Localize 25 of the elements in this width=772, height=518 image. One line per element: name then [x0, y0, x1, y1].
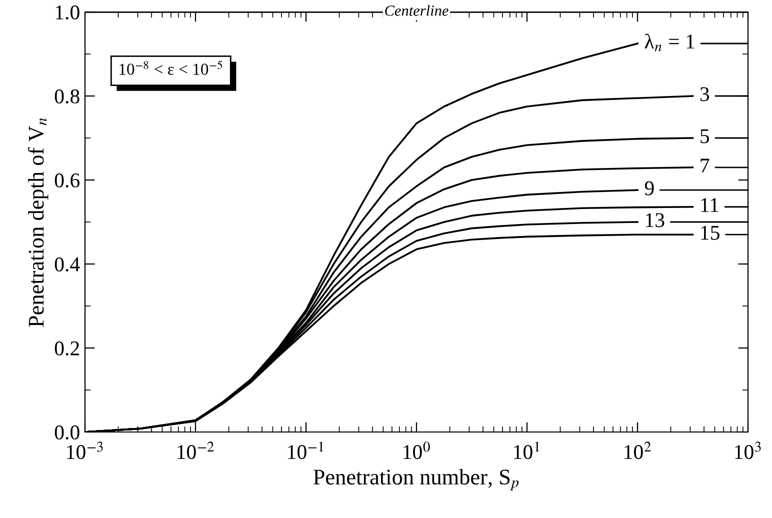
annotation: 10$^{−8}$ < ε < 10$^{−5}$ — [120, 60, 222, 75]
x-tick-label: 10$^{0}$ — [404, 442, 430, 460]
x-axis-title: Penetration number, S$_{p}$ — [313, 468, 519, 490]
x-tick-label: 10$^{−3}$ — [67, 442, 103, 460]
x-tick-label: 10$^{−2}$ — [178, 442, 214, 460]
y-axis-title: Penetration depth of V$_{n}$ — [28, 118, 48, 327]
y-tick-label: 1.0 — [56, 5, 80, 20]
y-tick-label: 0.8 — [54, 89, 80, 104]
legend-label: 9 — [644, 181, 654, 196]
legend-label: λ$_{n}$ = 1 — [644, 34, 694, 52]
legend-label: 5 — [700, 129, 710, 144]
y-tick-label: 0.6 — [54, 173, 80, 188]
legend-label: 11 — [701, 198, 718, 212]
y-tick-label: 0.4 — [54, 257, 80, 272]
x-tick-label: 10$^{−1}$ — [288, 442, 324, 460]
x-tick-label: 10$^{3}$ — [735, 442, 761, 460]
y-tick-label: 0.0 — [54, 425, 80, 440]
x-tick-label: 10$^{2}$ — [624, 442, 651, 460]
ref-line-label: Centerline — [385, 5, 448, 16]
x-tick-label: 10$^{1}$ — [514, 442, 540, 460]
legend-label: 13 — [646, 213, 664, 228]
legend-label: 3 — [700, 87, 710, 102]
y-tick-label: 0.2 — [54, 341, 79, 356]
legend-label: 7 — [700, 158, 710, 172]
legend-label: 15 — [701, 226, 720, 240]
